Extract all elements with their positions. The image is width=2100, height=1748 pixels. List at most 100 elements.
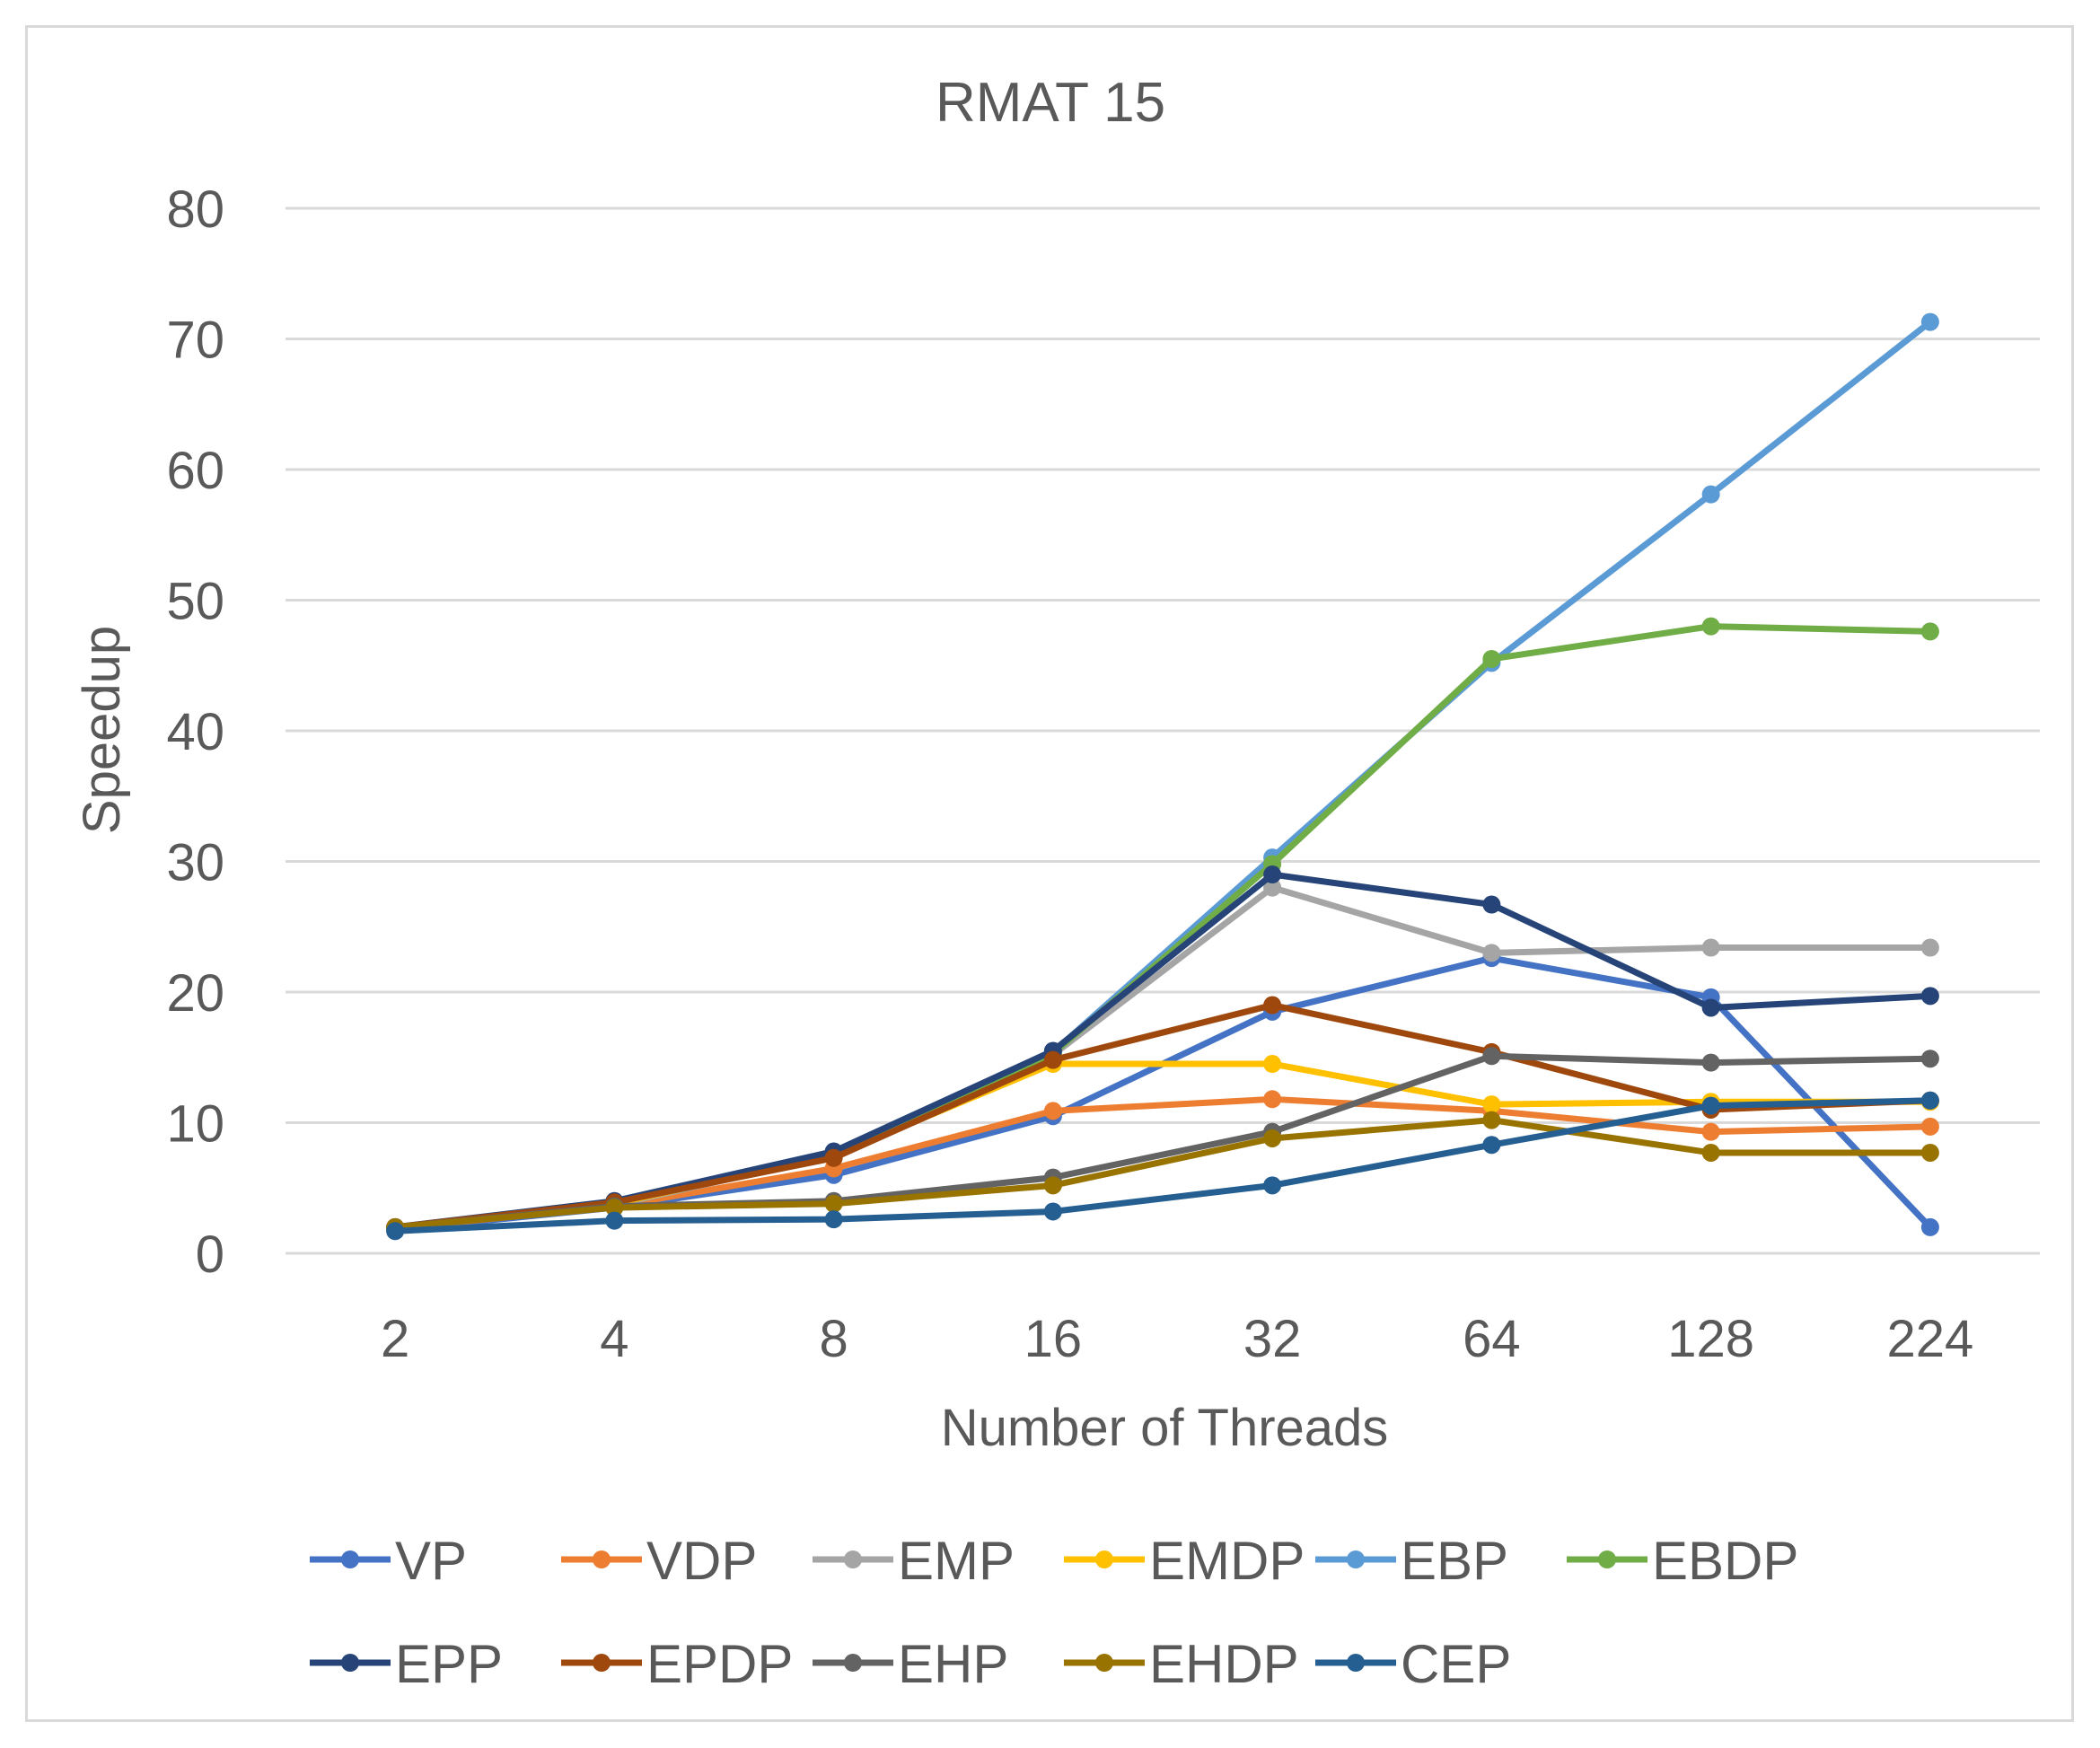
x-tick-label: 224 [1886, 1310, 1973, 1368]
x-tick-label: 4 [600, 1310, 628, 1368]
series-epp [386, 865, 1939, 1236]
legend-swatch-marker [1095, 1550, 1113, 1568]
y-tick-label: 60 [166, 442, 224, 500]
legend-swatch-marker [593, 1654, 611, 1672]
data-point-ehdp-32 [1263, 1129, 1282, 1147]
legend-label: EHDP [1149, 1634, 1299, 1694]
y-tick-label: 40 [166, 703, 224, 761]
legend-item-ehp[interactable]: EHP [813, 1634, 1008, 1694]
data-point-ehdp-8 [824, 1194, 843, 1213]
data-point-emp-32 [1263, 878, 1282, 897]
data-point-ehp-64 [1482, 1047, 1501, 1066]
data-point-vdp-32 [1263, 1090, 1282, 1109]
legend-item-emdp[interactable]: EMDP [1064, 1531, 1305, 1591]
legend-label: VP [395, 1531, 467, 1591]
legend-label: CEP [1401, 1634, 1511, 1694]
series-line-ehdp [391, 1117, 1934, 1231]
legend-item-ebdp[interactable]: EBDP [1567, 1531, 1798, 1591]
x-axis-ticks: 2 4 8 16 32 64 128 224 [381, 1310, 1973, 1368]
legend-label: EBP [1401, 1531, 1508, 1591]
series-group [386, 312, 1939, 1241]
legend-label: VDP [646, 1531, 757, 1591]
x-axis-label: Number of Threads [941, 1399, 1389, 1457]
data-point-ehp-224 [1920, 1050, 1939, 1068]
data-point-emp-128 [1701, 938, 1720, 957]
legend-item-epp[interactable]: EPP [310, 1634, 503, 1694]
data-point-ebp-224 [1920, 312, 1939, 331]
series-line-epdp [391, 1002, 1934, 1231]
series-cep [386, 1091, 1939, 1241]
legend-swatch-marker [1347, 1550, 1365, 1568]
data-point-ehdp-128 [1701, 1143, 1720, 1162]
data-point-emdp-32 [1263, 1055, 1282, 1074]
data-point-ehdp-64 [1482, 1111, 1501, 1129]
legend-item-vdp[interactable]: VDP [561, 1531, 757, 1591]
legend-swatch-marker [1598, 1550, 1616, 1568]
data-point-emdp-64 [1482, 1095, 1501, 1114]
data-point-ehdp-16 [1043, 1176, 1062, 1195]
data-point-cep-2 [386, 1222, 405, 1241]
y-tick-label: 10 [166, 1095, 224, 1154]
data-point-ebdp-64 [1482, 649, 1501, 668]
y-tick-label: 0 [196, 1225, 224, 1284]
series-ebdp [386, 617, 1939, 1238]
data-point-emp-64 [1482, 944, 1501, 962]
legend-item-cep[interactable]: CEP [1315, 1634, 1511, 1694]
legend-item-epdp[interactable]: EPDP [561, 1634, 793, 1694]
legend-swatch-marker [341, 1654, 359, 1672]
data-point-vdp-16 [1043, 1102, 1062, 1120]
y-tick-label: 70 [166, 312, 224, 370]
legend-label: EMDP [1149, 1531, 1305, 1591]
x-tick-label: 64 [1463, 1310, 1521, 1368]
legend-label: EBDP [1652, 1531, 1798, 1591]
data-point-cep-4 [605, 1211, 624, 1230]
data-point-ehp-128 [1701, 1053, 1720, 1072]
legend-item-vp[interactable]: VP [310, 1531, 467, 1591]
legend[interactable]: VP VDP EMP EMDP EBP EBDP EPP EPDP EHP EHDP CEP [310, 1531, 1798, 1694]
y-tick-label: 80 [166, 180, 224, 239]
data-point-ehdp-4 [605, 1199, 624, 1217]
data-point-epp-64 [1482, 895, 1501, 914]
data-point-cep-32 [1263, 1176, 1282, 1195]
series-line-vp [391, 954, 1934, 1234]
legend-swatch-marker [844, 1654, 862, 1672]
legend-swatch-marker [844, 1550, 862, 1568]
y-tick-label: 30 [166, 834, 224, 892]
legend-item-ebp[interactable]: EBP [1315, 1531, 1508, 1591]
data-point-epp-128 [1701, 998, 1720, 1017]
legend-swatch-marker [1095, 1654, 1113, 1672]
series-line-vdp [391, 1095, 1934, 1232]
data-point-emp-224 [1920, 938, 1939, 957]
legend-swatch-marker [341, 1550, 359, 1568]
legend-label: EPDP [646, 1634, 793, 1694]
data-point-epp-224 [1920, 987, 1939, 1006]
gridlines [286, 206, 2040, 1255]
data-point-epdp-32 [1263, 996, 1282, 1015]
series-ehdp [386, 1111, 1939, 1236]
legend-swatch-marker [1347, 1654, 1365, 1672]
data-point-epdp-16 [1043, 1050, 1062, 1069]
data-point-ebp-128 [1701, 485, 1720, 504]
legend-item-emp[interactable]: EMP [813, 1531, 1015, 1591]
legend-swatch-marker [593, 1550, 611, 1568]
series-line-ebdp [391, 623, 1934, 1232]
series-line-epp [391, 871, 1934, 1231]
data-point-ebdp-128 [1701, 617, 1720, 636]
x-tick-label: 8 [819, 1310, 848, 1368]
legend-label: EHP [898, 1634, 1008, 1694]
x-tick-label: 128 [1667, 1310, 1754, 1368]
y-axis-ticks: 0 10 20 30 40 50 60 70 80 [166, 180, 224, 1284]
data-point-cep-224 [1920, 1091, 1939, 1110]
y-tick-label: 20 [166, 964, 224, 1023]
y-axis-label: Speedup [73, 626, 131, 834]
legend-item-ehdp[interactable]: EHDP [1064, 1634, 1299, 1694]
y-tick-label: 50 [166, 573, 224, 631]
data-point-vdp-224 [1920, 1117, 1939, 1136]
data-point-epp-32 [1263, 865, 1282, 884]
data-point-vp-224 [1920, 1217, 1939, 1236]
x-tick-label: 16 [1024, 1310, 1083, 1368]
data-point-cep-128 [1701, 1096, 1720, 1115]
data-point-vdp-128 [1701, 1122, 1720, 1141]
data-point-cep-16 [1043, 1202, 1062, 1221]
